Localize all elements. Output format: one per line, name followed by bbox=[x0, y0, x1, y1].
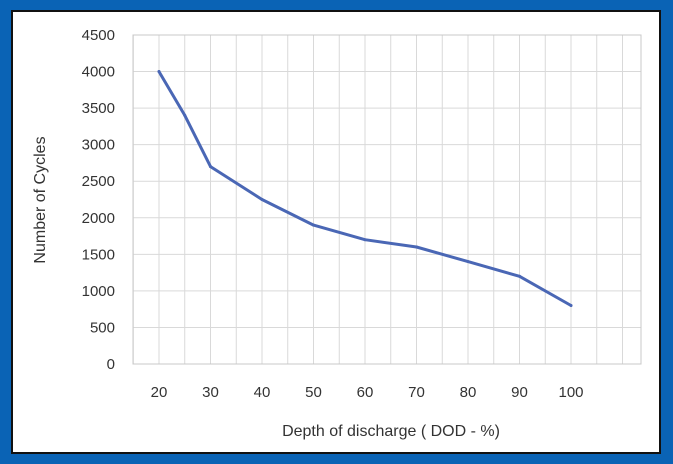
x-tick-label: 70 bbox=[408, 384, 425, 401]
x-tick-label: 60 bbox=[357, 384, 374, 401]
data-point bbox=[209, 165, 212, 169]
data-point bbox=[466, 260, 470, 264]
data-point bbox=[260, 198, 264, 201]
x-tick-label: 20 bbox=[151, 384, 168, 401]
x-axis-label: Depth of discharge ( DOD - %) bbox=[282, 423, 500, 440]
y-axis-label: Number of Cycles bbox=[32, 136, 49, 263]
y-tick-label: 4000 bbox=[82, 64, 115, 81]
data-point bbox=[312, 223, 315, 227]
y-tick-label: 1500 bbox=[82, 246, 115, 263]
data-point bbox=[363, 238, 367, 242]
y-tick-label: 4500 bbox=[82, 27, 115, 44]
data-point bbox=[518, 274, 521, 278]
y-tick-label: 1000 bbox=[82, 283, 115, 300]
x-tick-label: 30 bbox=[202, 384, 219, 401]
series-layer bbox=[157, 70, 573, 308]
chart-panel: 0 500 1000 1500 2000 2500 3000 3500 4000 4500 20 3… bbox=[11, 10, 661, 454]
y-tick-labels: 0 500 1000 1500 2000 2500 3000 3500 4000 4500 bbox=[82, 27, 115, 373]
y-tick-label: 3000 bbox=[82, 137, 115, 154]
line-chart: 0 500 1000 1500 2000 2500 3000 3500 4000 4500 20 3… bbox=[32, 27, 642, 440]
data-point bbox=[569, 304, 573, 308]
x-tick-label: 80 bbox=[460, 384, 477, 401]
x-tick-label: 90 bbox=[511, 384, 528, 401]
y-tick-label: 3500 bbox=[82, 100, 115, 117]
x-tick-label: 100 bbox=[558, 384, 583, 401]
series-line bbox=[157, 70, 573, 307]
plot-border bbox=[132, 34, 642, 365]
x-tick-label: 50 bbox=[305, 384, 322, 401]
y-tick-label: 2500 bbox=[82, 173, 115, 190]
y-tick-label: 0 bbox=[107, 356, 115, 373]
grid bbox=[132, 34, 642, 365]
x-tick-label: 40 bbox=[254, 384, 271, 401]
y-tick-label: 500 bbox=[90, 319, 115, 336]
y-tick-label: 2000 bbox=[82, 210, 115, 227]
data-point bbox=[183, 113, 187, 117]
data-point bbox=[157, 70, 161, 74]
x-tick-labels: 20 30 40 50 60 70 80 90 100 bbox=[151, 384, 584, 401]
data-point bbox=[415, 245, 418, 249]
